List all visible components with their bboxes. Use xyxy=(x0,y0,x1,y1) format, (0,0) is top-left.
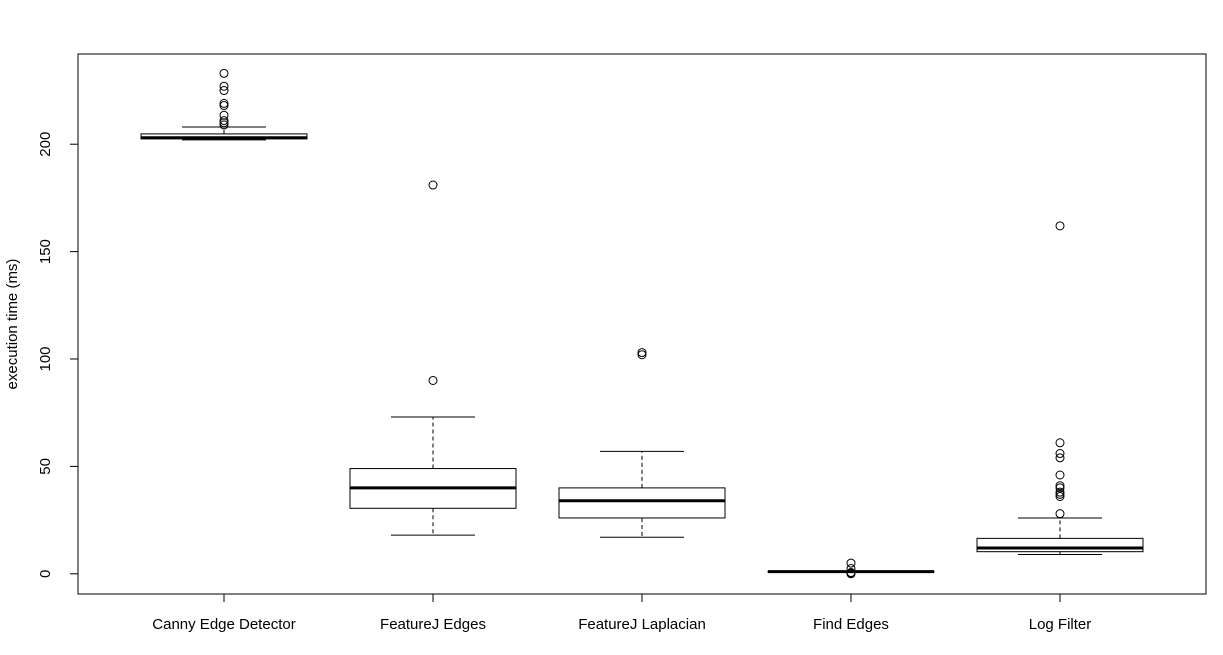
x-tick-label: FeatureJ Laplacian xyxy=(578,616,706,633)
y-tick-label: 200 xyxy=(37,132,54,157)
y-tick-label: 150 xyxy=(37,239,54,264)
box-4 xyxy=(767,558,935,579)
outlier-point xyxy=(219,110,229,120)
outlier-point xyxy=(219,68,229,78)
outlier-point xyxy=(1055,453,1065,463)
outlier-point xyxy=(219,101,229,111)
y-axis: 0 50 100 150 200 xyxy=(37,132,79,578)
outlier-point xyxy=(637,348,647,358)
outlier-point xyxy=(1055,470,1065,480)
outlier-point xyxy=(846,558,856,568)
outlier-point xyxy=(1055,438,1065,448)
outlier-point xyxy=(1055,481,1065,491)
outlier-point xyxy=(1055,221,1065,231)
iqr-box xyxy=(558,487,726,519)
y-tick-label: 0 xyxy=(37,570,54,578)
y-tick-label: 100 xyxy=(37,346,54,371)
outlier-point xyxy=(1055,487,1065,497)
outlier-point xyxy=(637,350,647,360)
outlier-point xyxy=(1055,489,1065,499)
y-axis-label: execution time (ms) xyxy=(4,259,21,390)
outlier-point xyxy=(219,86,229,96)
box-3 xyxy=(558,348,726,538)
x-tick-label: Find Edges xyxy=(813,616,889,633)
outlier-point xyxy=(846,568,856,578)
outlier-point xyxy=(219,81,229,91)
x-tick-label: Log Filter xyxy=(1029,616,1092,633)
box-2 xyxy=(349,180,517,536)
outlier-point xyxy=(219,120,229,130)
x-tick-label: Canny Edge Detector xyxy=(152,616,295,633)
box-5 xyxy=(976,221,1144,555)
y-tick-label: 50 xyxy=(37,458,54,475)
outlier-point xyxy=(1055,483,1065,493)
outlier-point xyxy=(1055,491,1065,501)
outlier-point xyxy=(428,180,438,190)
box-1 xyxy=(140,68,308,141)
outlier-point xyxy=(219,116,229,126)
outlier-point xyxy=(1055,509,1065,519)
outlier-point xyxy=(219,98,229,108)
x-axis: Canny Edge Detector FeatureJ Edges Feature… xyxy=(152,593,1092,633)
box-group xyxy=(140,68,1144,579)
iqr-box xyxy=(976,537,1144,553)
outlier-point xyxy=(1055,449,1065,459)
x-tick-label: FeatureJ Edges xyxy=(380,616,486,633)
outlier-point xyxy=(428,375,438,385)
outlier-point xyxy=(846,563,856,573)
